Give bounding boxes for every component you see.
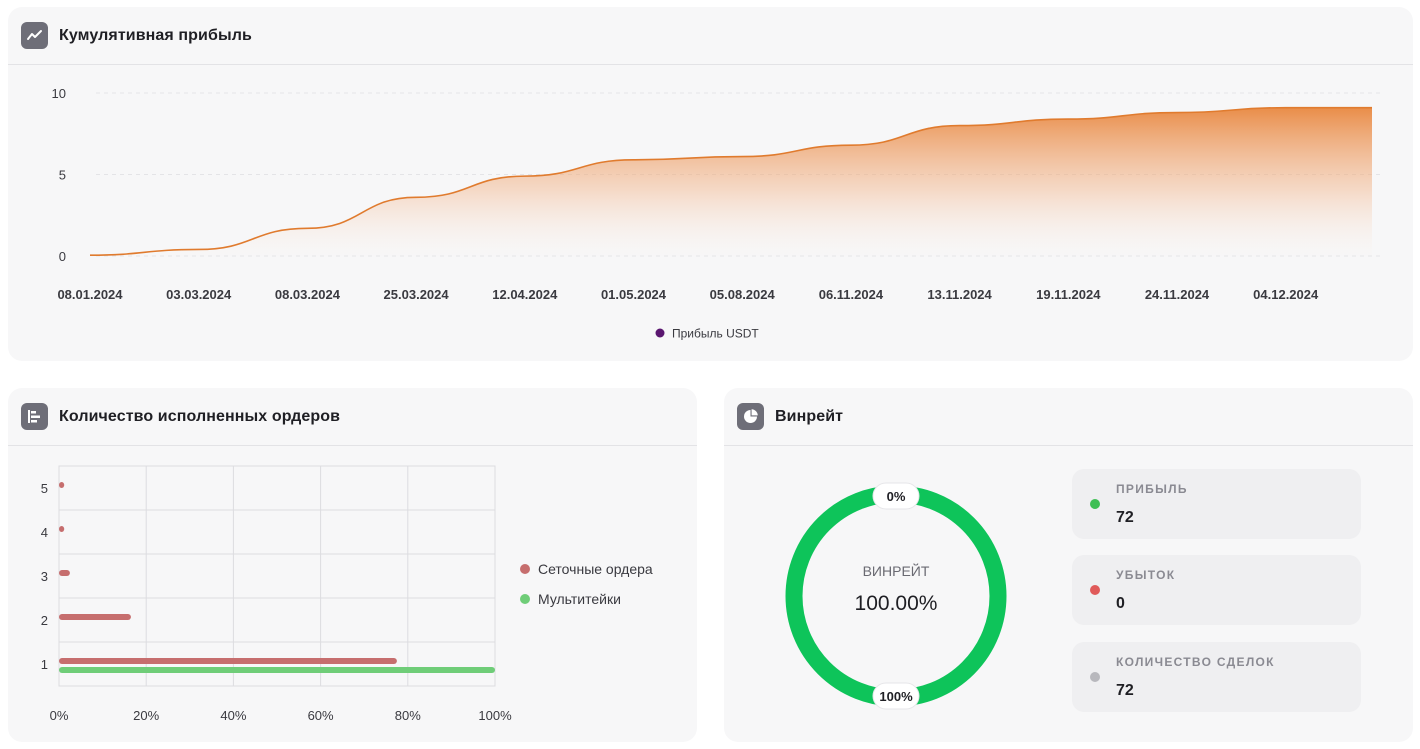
y-tick-label: 4: [41, 525, 48, 540]
x-tick-label: 0%: [50, 708, 69, 723]
donut-top-label-text: 0%: [887, 489, 906, 504]
legend-multitakes[interactable]: Мультитейки: [520, 591, 621, 607]
executed-orders-header: Количество исполненных ордеров: [8, 388, 697, 446]
x-tick-label: 100%: [478, 708, 512, 723]
legend-profit-usdt[interactable]: Прибыль USDT: [655, 327, 760, 341]
x-tick-label: 08.03.2024: [275, 287, 341, 302]
x-tick-label: 04.12.2024: [1253, 287, 1319, 302]
stat-profit-value: 72: [1116, 509, 1134, 526]
stat-profit-label: ПРИБЫЛЬ: [1116, 482, 1188, 496]
stat-profit-dot: [1090, 499, 1100, 509]
cumulative-profit-header: Кумулятивная прибыль: [8, 7, 1413, 65]
stat-loss-value: 0: [1116, 595, 1125, 612]
x-tick-label: 60%: [308, 708, 334, 723]
cumulative-profit-card: Кумулятивная прибыль 0 5 10 08.01.2024 03.03…: [8, 7, 1413, 361]
legend-multitakes-dot: [520, 594, 530, 604]
winrate-card: Винрейт ВИНРЕЙТ 100.00% 0% 100% ПРИБЫЛЬ 72 …: [724, 388, 1413, 742]
multitakes-bar[interactable]: [59, 667, 495, 673]
winrate-donut-chart: ВИНРЕЙТ 100.00% 0% 100%: [785, 482, 1007, 710]
y-tick-label: 1: [41, 657, 48, 672]
x-tick-label: 06.11.2024: [819, 287, 884, 302]
donut-top-label-bg: [872, 482, 920, 510]
x-tick-label: 25.03.2024: [384, 287, 450, 302]
stat-trades-count-value: 72: [1116, 682, 1134, 699]
grid-orders-bar[interactable]: [59, 614, 131, 620]
x-tick-label: 24.11.2024: [1145, 287, 1210, 302]
donut-bottom-label-bg: [872, 682, 920, 710]
legend-grid-orders-dot: [520, 564, 530, 574]
stat-loss: УБЫТОК 0: [1072, 555, 1361, 625]
pie-chart-icon: [737, 403, 764, 430]
x-tick-label: 05.08.2024: [710, 287, 776, 302]
x-tick-label: 80%: [395, 708, 421, 723]
legend-grid-orders[interactable]: Сеточные ордера: [520, 561, 653, 577]
executed-orders-title: Количество исполненных ордеров: [59, 407, 341, 425]
executed-orders-chart: 0% 20% 40% 60% 80% 100% 1 2 3 4 5: [41, 465, 512, 723]
bar-plot-area: [58, 465, 496, 687]
line-chart-icon: [21, 22, 48, 49]
executed-orders-card: Количество исполненных ордеров 0% 20% 40% 6…: [8, 388, 697, 742]
grid-orders-bar[interactable]: [59, 482, 65, 488]
y-tick-label: 0: [59, 249, 66, 264]
x-tick-label: 40%: [220, 708, 246, 723]
grid-orders-bar[interactable]: [59, 658, 397, 664]
grid-orders-bar[interactable]: [59, 570, 70, 576]
grid-orders-bar[interactable]: [59, 526, 65, 532]
bar-chart-icon: [21, 403, 48, 430]
legend-profit-usdt-dot: [655, 328, 665, 338]
legend-profit-usdt-label: Прибыль USDT: [672, 327, 759, 341]
legend-multitakes-label: Мультитейки: [538, 591, 621, 607]
stat-trades-count-dot: [1090, 672, 1100, 682]
stat-trades-count: КОЛИЧЕСТВО СДЕЛОК 72: [1072, 642, 1361, 712]
donut-bottom-label: 100%: [872, 682, 920, 710]
donut-center-label: ВИНРЕЙТ: [863, 562, 930, 579]
x-tick-label: 03.03.2024: [166, 287, 232, 302]
donut-bottom-label-text: 100%: [879, 689, 913, 704]
y-tick-label: 5: [41, 481, 48, 496]
winrate-header: Винрейт: [724, 388, 1413, 446]
profit-area-fill: [90, 107, 1372, 256]
donut-top-label: 0%: [872, 482, 920, 510]
profit-line: [89, 106, 1372, 256]
x-tick-label: 01.05.2024: [601, 287, 667, 302]
x-tick-label: 13.11.2024: [927, 287, 992, 302]
stat-loss-dot: [1090, 585, 1100, 595]
x-tick-label: 19.11.2024: [1036, 287, 1101, 302]
x-tick-label: 12.04.2024: [492, 287, 558, 302]
y-tick-label: 2: [41, 613, 48, 628]
x-tick-label: 08.01.2024: [57, 287, 123, 302]
y-tick-label: 3: [41, 569, 48, 584]
stat-loss-label: УБЫТОК: [1116, 568, 1176, 582]
cumulative-profit-chart: 0 5 10 08.01.2024 03.03.2024 08.03.2024 25.03.…: [52, 86, 1384, 341]
stat-profit: ПРИБЫЛЬ 72: [1072, 469, 1361, 539]
donut-center-value: 100.00%: [855, 592, 938, 615]
y-tick-label: 10: [52, 86, 66, 101]
x-tick-label: 20%: [133, 708, 159, 723]
winrate-title: Винрейт: [775, 407, 844, 425]
legend-grid-orders-label: Сеточные ордера: [538, 561, 653, 577]
y-tick-label: 5: [59, 168, 66, 183]
stat-trades-count-label: КОЛИЧЕСТВО СДЕЛОК: [1116, 655, 1275, 669]
cumulative-profit-title: Кумулятивная прибыль: [59, 26, 252, 44]
